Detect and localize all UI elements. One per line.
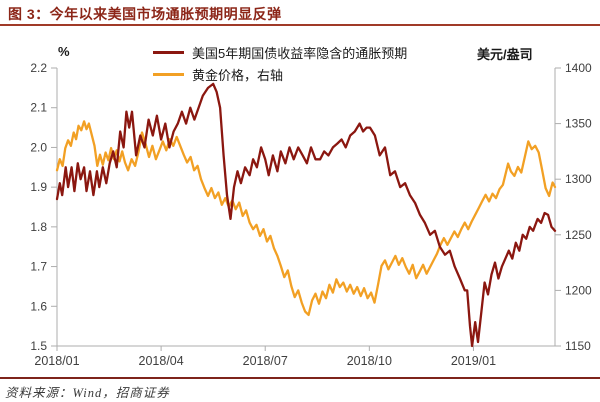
y-left-tick-label: 2.1 <box>30 101 47 115</box>
y-left-tick-label: 1.6 <box>30 299 47 313</box>
y-right-tick-label: 1250 <box>565 228 592 242</box>
y-right-tick-label: 1300 <box>565 172 592 186</box>
y-right-tick-label: 1350 <box>565 117 592 131</box>
left-axis-unit-label: % <box>58 44 70 59</box>
page-title: 图 3：今年以来美国市场通胀预期明显反弹 <box>8 6 282 22</box>
series-line-inflation <box>55 82 557 348</box>
legend-label-inflation: 美国5年期国债收益率隐含的通胀预期 <box>192 45 408 61</box>
legend: 美国5年期国债收益率隐含的通胀预期 黄金价格，右轴 <box>153 41 407 85</box>
right-axis-unit-label: 美元/盎司 <box>477 47 533 62</box>
inflation-line-swatch-icon <box>153 50 184 54</box>
y-left-tick-label: 1.5 <box>30 339 47 353</box>
y-left-tick-label: 1.7 <box>30 260 47 274</box>
y-left-tick-label: 2.2 <box>30 61 47 75</box>
y-left-tick-label: 1.9 <box>30 180 47 194</box>
x-tick-label: 2018/10 <box>347 354 392 368</box>
y-right-tick-label: 1150 <box>565 339 591 353</box>
x-tick-label: 2018/01 <box>34 354 79 368</box>
y-right-tick-label: 1400 <box>565 61 592 75</box>
gold-line-swatch-icon <box>153 72 184 76</box>
legend-item-gold: 黄金价格，右轴 <box>153 63 407 85</box>
y-right-tick-label: 1200 <box>565 283 592 297</box>
legend-item-inflation: 美国5年期国债收益率隐含的通胀预期 <box>153 41 407 63</box>
y-left-tick-label: 1.8 <box>30 220 47 234</box>
x-tick-label: 2018/04 <box>139 354 184 368</box>
source-note: 资料来源：Wind，招商证券 <box>5 386 170 400</box>
legend-label-gold: 黄金价格，右轴 <box>192 67 284 83</box>
footer-rule <box>0 377 600 379</box>
x-tick-label: 2018/07 <box>243 354 288 368</box>
y-left-tick-label: 2.0 <box>30 140 47 154</box>
title-underline <box>0 24 600 26</box>
x-tick-label: 2019/01 <box>451 354 496 368</box>
series-line-gold <box>55 120 557 317</box>
